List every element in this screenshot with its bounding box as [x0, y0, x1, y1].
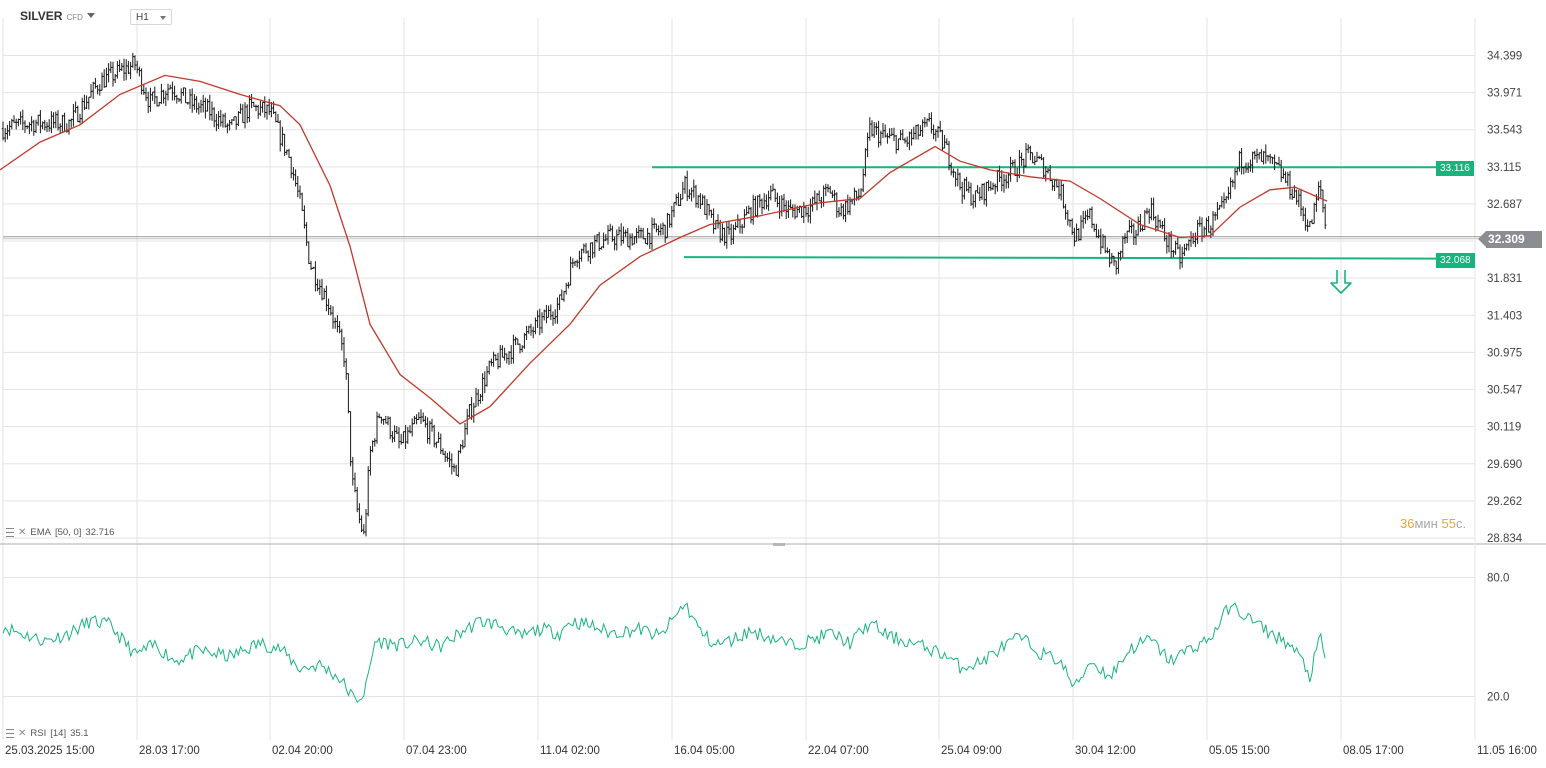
rsi-tick-label: 20.0 [1487, 692, 1509, 704]
down-arrow-icon [1330, 270, 1352, 294]
ema-label: EMA [30, 527, 51, 538]
candle-countdown: 36мин 55с. [1400, 516, 1466, 531]
price-bars [1, 52, 1327, 537]
timeframe-selector[interactable]: H1 [130, 9, 172, 25]
time-tick-label: 25.04 09:00 [941, 745, 1002, 757]
time-tick-label: 22.04 07:00 [808, 745, 869, 757]
time-tick-label: 02.04 20:00 [272, 745, 333, 757]
price-tick-label: 31.403 [1487, 310, 1522, 322]
support-line [683, 256, 1437, 260]
time-tick-label: 08.05 17:00 [1343, 745, 1404, 757]
chevron-down-icon [160, 16, 166, 20]
rsi-legend[interactable]: ✕ RSI [14] 35.1 [6, 728, 89, 739]
time-tick-label: 28.03 17:00 [139, 745, 200, 757]
price-tick-label: 34.399 [1487, 51, 1522, 63]
menu-icon[interactable] [6, 729, 14, 738]
time-tick-label: 25.03.2025 15:00 [5, 745, 95, 757]
ema-legend[interactable]: ✕ EMA [50, 0] 32.716 [6, 527, 114, 538]
price-tick-label: 33.971 [1487, 88, 1522, 100]
ohlc-bar [1323, 203, 1327, 230]
price-tick-label: 30.975 [1487, 347, 1522, 359]
price-tick-label: 29.262 [1487, 496, 1522, 508]
price-tick-label: 29.690 [1487, 459, 1522, 471]
ema-value: 32.716 [85, 527, 115, 538]
price-tick-label: 31.831 [1487, 273, 1522, 285]
countdown-seconds-unit: с. [1455, 516, 1467, 531]
menu-icon[interactable] [6, 528, 14, 537]
rsi-path [2, 602, 1326, 704]
rsi-line [2, 602, 1326, 704]
timeframe-value: H1 [136, 12, 149, 23]
ema-line [0, 74, 1328, 425]
rsi-params: [14] [50, 728, 67, 739]
symbol-name: SILVER [20, 9, 63, 23]
countdown-minutes: 36 [1400, 516, 1415, 531]
countdown-minutes-unit: мин [1414, 516, 1438, 531]
current-price-badge: 32.309 [1478, 231, 1542, 248]
rsi-tick-label: 80.0 [1487, 573, 1509, 585]
arrow-shape [1330, 270, 1352, 294]
time-tick-label: 07.04 23:00 [406, 745, 467, 757]
time-tick-label: 16.04 05:00 [674, 745, 735, 757]
chart-axes: 34.39933.97133.54333.11532.68732.25931.8… [5, 51, 1537, 758]
price-tick-label: 30.119 [1487, 422, 1521, 434]
price-tick-label: 33.543 [1487, 125, 1522, 137]
rsi-label: RSI [30, 728, 47, 739]
countdown-seconds: 55 [1441, 516, 1456, 531]
close-icon[interactable]: ✕ [18, 728, 27, 739]
time-tick-label: 11.05 16:00 [1477, 745, 1537, 757]
panel-resize-handle [773, 543, 785, 546]
symbol-type: CFD [66, 13, 83, 22]
price-tick-label: 33.115 [1487, 162, 1521, 174]
close-icon[interactable]: ✕ [18, 527, 27, 538]
price-tick-label: 28.834 [1487, 533, 1523, 545]
price-tick-label: 32.687 [1487, 199, 1522, 211]
symbol-selector[interactable]: SILVER CFD [20, 9, 83, 23]
ema-params: [50, 0] [54, 527, 82, 538]
time-tick-label: 11.04 02:00 [540, 745, 600, 757]
ema-50-path [0, 74, 1328, 425]
symbol-dropdown-icon[interactable] [87, 13, 95, 18]
level-badge-upper: 33.116 [1436, 161, 1474, 176]
level-badge-lower: 32.068 [1436, 253, 1475, 268]
time-tick-label: 05.05 15:00 [1209, 745, 1270, 757]
rsi-value: 35.1 [70, 728, 89, 739]
time-tick-label: 30.04 12:00 [1075, 745, 1136, 757]
price-tick-label: 30.547 [1487, 384, 1522, 396]
